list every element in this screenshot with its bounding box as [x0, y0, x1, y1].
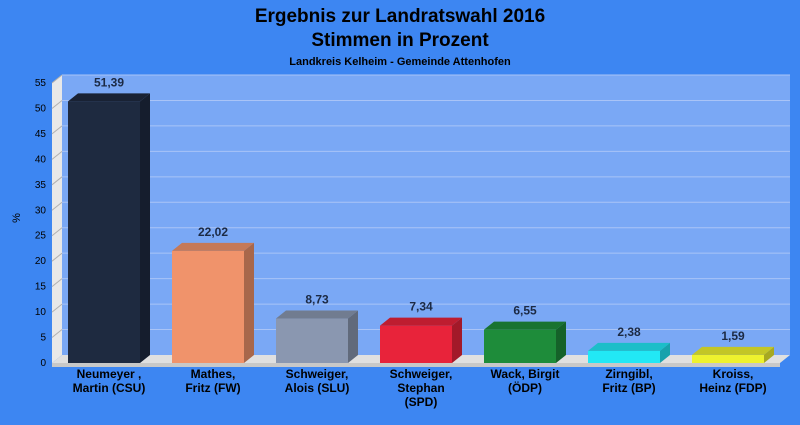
bar-value-label: 22,02: [198, 225, 228, 239]
bar-value-label: 1,59: [721, 329, 745, 343]
y-tick-label: 40: [35, 154, 47, 165]
x-tick-label: Schweiger,: [390, 367, 453, 381]
x-tick-label: Zirngibl,: [605, 367, 652, 381]
y-axis-label: %: [11, 213, 23, 223]
x-tick-label: Neumeyer ,: [77, 367, 142, 381]
bar-top: [588, 342, 670, 351]
gridline-side: [51, 201, 63, 211]
x-tick-label: Fritz (BP): [602, 381, 655, 395]
bar-top: [692, 346, 774, 355]
gridline-side: [51, 329, 63, 338]
bar-value-label: 2,38: [617, 325, 641, 339]
y-tick-label: 45: [35, 129, 47, 140]
chart-title: Ergebnis zur Landratswahl 2016: [255, 6, 545, 27]
gridline-side: [51, 74, 63, 84]
bar: [276, 318, 348, 363]
bar-top: [172, 242, 254, 251]
chart-subtitle: Stimmen in Prozent: [311, 30, 489, 51]
bar-side: [244, 242, 254, 363]
bar-value-label: 7,34: [409, 300, 433, 314]
bar-side: [140, 93, 150, 364]
bar-value-label: 6,55: [513, 304, 537, 318]
y-tick-label: 15: [35, 282, 47, 293]
y-tick-label: 0: [40, 358, 46, 369]
bar-side: [764, 346, 774, 363]
x-tick-label: Schweiger,: [286, 367, 349, 381]
x-tick-label: Mathes,: [191, 367, 236, 381]
bar-top: [68, 93, 150, 102]
gridline-side: [51, 176, 63, 186]
y-tick-label: 35: [35, 180, 47, 191]
gridline-side: [51, 303, 63, 313]
gridline-side: [51, 278, 63, 288]
gridline-side: [51, 150, 63, 160]
x-tick-label: Kroiss,: [713, 367, 754, 381]
bar-side: [556, 321, 566, 363]
y-tick-label: 30: [35, 205, 47, 216]
bar-value-label: 51,39: [94, 75, 124, 89]
bar-side: [348, 310, 358, 363]
x-tick-label: (ÖDP): [508, 380, 542, 395]
gridline-side: [51, 227, 63, 237]
bar: [692, 354, 764, 363]
x-tick-label: Wack, Birgit: [491, 367, 560, 381]
bar: [68, 101, 140, 364]
bar: [588, 350, 660, 363]
bar-side: [452, 317, 462, 363]
y-tick-label: 5: [40, 333, 46, 344]
gridline-side: [51, 252, 63, 262]
x-tick-label: (SPD): [405, 395, 438, 409]
bar-value-label: 8,73: [305, 293, 329, 307]
x-tick-label: Alois (SLU): [285, 381, 350, 395]
gridline-side: [51, 100, 63, 109]
bar: [172, 250, 244, 363]
x-tick-label: Heinz (FDP): [699, 381, 766, 395]
x-tick-label: Fritz (FW): [185, 381, 240, 395]
plot-floor-edge: [52, 363, 780, 367]
y-tick-label: 20: [35, 256, 47, 267]
y-tick-label: 25: [35, 231, 47, 242]
x-tick-label: Martin (CSU): [73, 381, 146, 395]
y-tick-label: 10: [35, 307, 47, 318]
x-tick-label: Stephan: [397, 381, 444, 395]
bar-top: [484, 321, 566, 330]
chart-caption: Landkreis Kelheim - Gemeinde Attenhofen: [289, 56, 511, 68]
gridline-side: [51, 125, 63, 135]
y-tick-label: 55: [35, 78, 47, 89]
y-tick-label: 50: [35, 103, 47, 114]
bar: [380, 325, 452, 363]
bar-side: [660, 342, 670, 363]
bar-top: [276, 310, 358, 319]
plot-side-wall: [52, 75, 62, 363]
bar: [484, 329, 556, 363]
bar-top: [380, 317, 462, 326]
